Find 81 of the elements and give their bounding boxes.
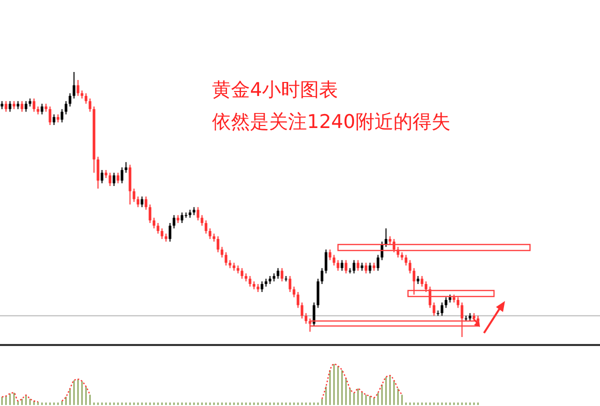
candlestick <box>52 114 56 126</box>
candlestick <box>152 217 156 229</box>
candlestick <box>48 106 52 126</box>
candlestick <box>120 166 124 184</box>
candlestick <box>144 196 148 210</box>
candlestick <box>440 302 444 316</box>
candlestick <box>324 249 328 274</box>
candlestick <box>332 254 336 266</box>
candlestick <box>328 249 332 261</box>
candlestick <box>276 268 280 280</box>
candlestick <box>368 262 372 274</box>
candlestick <box>296 291 300 308</box>
candlestick <box>316 278 320 308</box>
candlestick <box>156 222 160 234</box>
candlestick <box>340 260 344 272</box>
candlestick <box>100 170 104 184</box>
candlestick <box>280 268 284 282</box>
candlestick <box>384 228 388 248</box>
candlestick <box>132 188 136 202</box>
candlestick <box>424 280 428 292</box>
candlestick <box>392 238 396 253</box>
candlestick <box>364 262 368 274</box>
candlestick <box>300 302 304 319</box>
candlestick <box>224 252 228 266</box>
candlestick <box>148 204 152 224</box>
candlestick <box>108 172 112 186</box>
candlestick <box>96 156 100 190</box>
candlestick <box>292 286 296 298</box>
candlestick <box>312 302 316 327</box>
candlestick <box>204 220 208 234</box>
candlestick <box>356 260 360 272</box>
candlestick <box>180 212 184 224</box>
candlestick <box>320 268 324 284</box>
candlestick <box>200 214 204 226</box>
candlestick <box>336 260 340 272</box>
candlestick <box>88 98 92 112</box>
candlestick <box>240 268 244 280</box>
candlestick <box>168 222 172 242</box>
candlestick <box>444 296 448 308</box>
candlestick <box>40 103 44 115</box>
candlestick <box>408 260 412 274</box>
candlestick <box>304 312 308 324</box>
candlestick <box>72 72 76 99</box>
candlestick <box>128 164 132 205</box>
candlestick <box>456 296 460 308</box>
candlestick <box>124 162 128 174</box>
candlestick <box>68 92 72 107</box>
chart-title: 黄金4小时图表 <box>212 79 338 101</box>
candlestick <box>4 100 8 112</box>
candlestick <box>288 276 292 292</box>
candlestick <box>248 276 252 288</box>
candlestick <box>24 100 28 112</box>
text: 依然是关注1240附近的得失 <box>212 111 450 133</box>
candlestick <box>116 172 120 184</box>
candlestick <box>344 260 348 274</box>
candlestick <box>432 302 436 316</box>
candlestick <box>380 241 384 261</box>
candlestick <box>220 246 224 258</box>
candlestick <box>20 100 24 112</box>
candlestick <box>352 260 356 274</box>
candlestick <box>160 228 164 240</box>
candlestick <box>60 108 64 123</box>
candlestick <box>216 236 220 253</box>
candlestick <box>172 214 176 229</box>
candlestick <box>260 280 264 292</box>
candlestick <box>420 276 424 288</box>
candlestick <box>196 206 200 221</box>
candlestick <box>84 92 88 104</box>
candlestick <box>32 98 36 112</box>
candlestick <box>136 196 140 208</box>
candlestick <box>460 302 464 338</box>
candlestick <box>76 79 80 96</box>
candlestick <box>8 100 12 112</box>
candlestick <box>112 172 116 186</box>
candlestick <box>412 268 416 296</box>
candlestick <box>208 228 212 240</box>
candlestick <box>376 254 380 272</box>
candlestick <box>404 254 408 266</box>
candlestick <box>140 196 144 208</box>
candlestick <box>64 100 68 115</box>
candlestick <box>428 286 432 308</box>
